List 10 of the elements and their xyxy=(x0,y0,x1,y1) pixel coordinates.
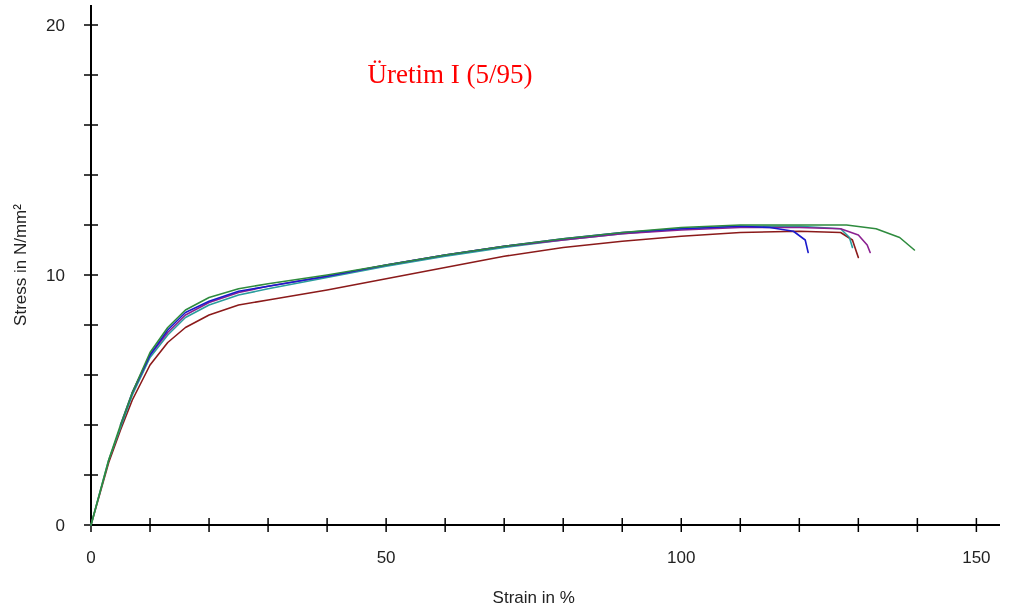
x-tick-label: 0 xyxy=(86,548,96,567)
x-tick-label: 50 xyxy=(376,548,396,567)
text: Üretim I (5/95) xyxy=(367,59,533,89)
x-tick-label: 100 xyxy=(667,548,696,567)
y-tick-label: 0 xyxy=(55,515,65,535)
y-axis-title: Stress in N/mm² xyxy=(11,203,30,326)
y-tick-label: 10 xyxy=(46,265,65,285)
y-tick-label: 20 xyxy=(46,15,65,35)
x-axis-title: Strain in % xyxy=(492,588,575,607)
x-tick-label: 150 xyxy=(962,548,991,567)
